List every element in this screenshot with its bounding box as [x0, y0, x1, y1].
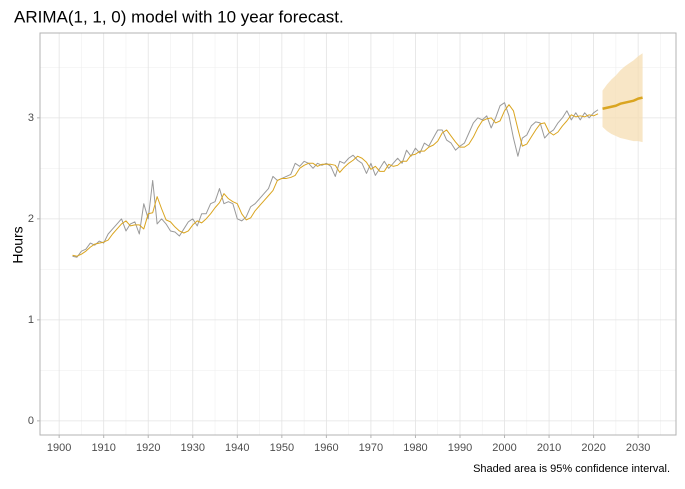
caption: Shaded area is 95% confidence interval. — [473, 463, 670, 475]
x-tick-label: 2020 — [581, 442, 605, 454]
x-tick-label: 2010 — [537, 442, 561, 454]
x-tick-label: 1990 — [448, 442, 472, 454]
y-tick-label: 1 — [28, 314, 34, 326]
panel-border — [39, 32, 677, 436]
x-tick-label: 1930 — [181, 442, 205, 454]
confidence-band — [602, 53, 643, 143]
x-tick-label: 1980 — [403, 442, 427, 454]
x-tick-label: 1950 — [270, 442, 294, 454]
x-tick-label: 1960 — [314, 442, 338, 454]
y-tick-label: 2 — [28, 213, 34, 225]
chart-title: ARIMA(1, 1, 0) model with 10 year foreca… — [14, 7, 344, 26]
x-tick-label: 1940 — [225, 442, 249, 454]
x-tick-label: 1920 — [136, 442, 160, 454]
series-line — [72, 104, 599, 257]
y-tick-label: 0 — [28, 415, 34, 427]
x-tick-label: 2000 — [492, 442, 516, 454]
x-tick-label: 2030 — [626, 442, 650, 454]
x-tick-label: 1900 — [47, 442, 71, 454]
y-axis-label: Hours — [10, 226, 26, 263]
series-line — [72, 102, 599, 258]
forecast-line — [602, 96, 643, 110]
x-tick-label: 1970 — [359, 442, 383, 454]
x-tick-label: 1910 — [91, 442, 115, 454]
y-tick-label: 3 — [28, 112, 34, 124]
